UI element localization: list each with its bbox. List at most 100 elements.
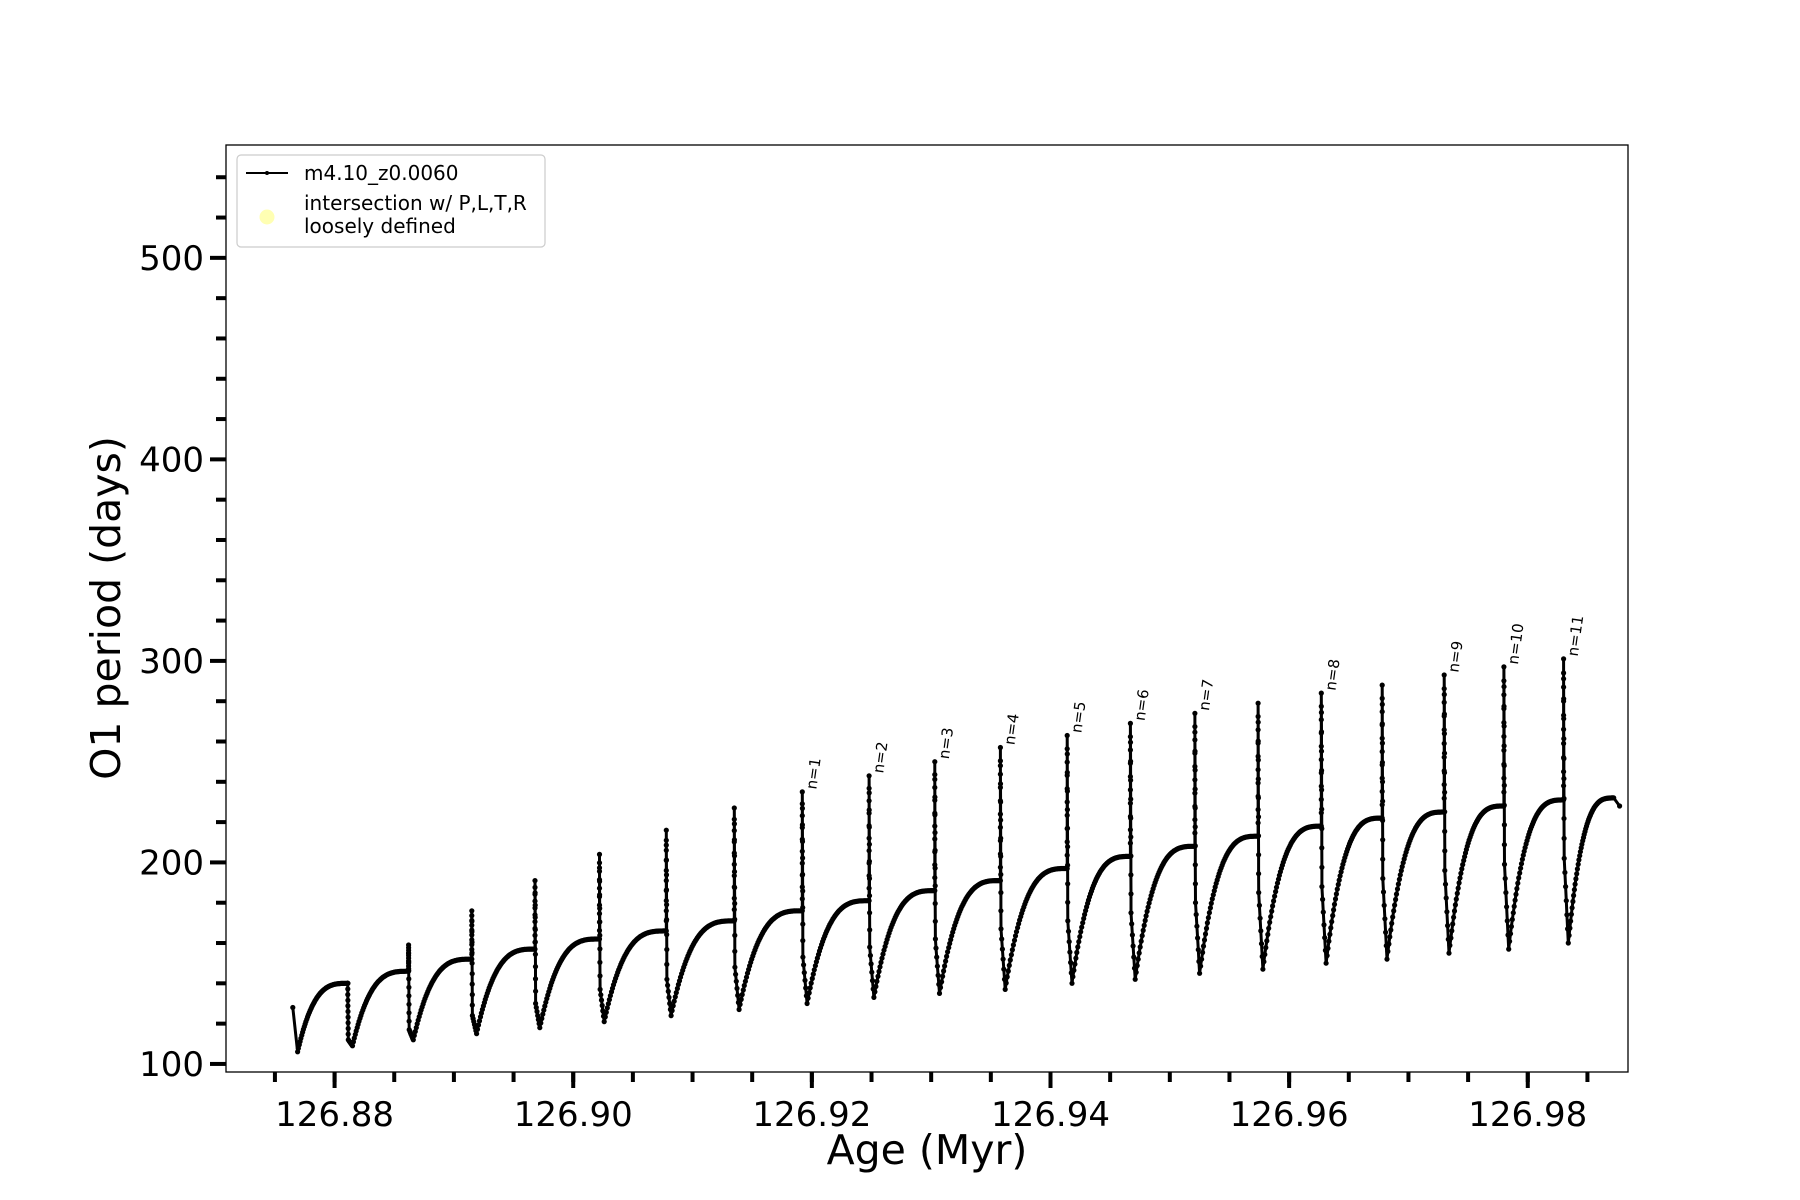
y-tick-label: 200 [139, 843, 204, 883]
data-point [934, 963, 941, 969]
data-point [1075, 944, 1081, 950]
data-point [532, 946, 538, 952]
data-point [469, 929, 475, 935]
data-point [1575, 861, 1581, 867]
data-point [1256, 871, 1262, 877]
data-point [741, 982, 747, 989]
data-point [1561, 835, 1567, 842]
data-point [1515, 880, 1521, 886]
data-point [1192, 843, 1198, 849]
data-point [1332, 896, 1339, 902]
data-point [1385, 948, 1391, 955]
data-point [1192, 710, 1198, 716]
pulse-label: n=8 [1321, 658, 1343, 692]
data-point [941, 968, 947, 974]
data-point [1192, 724, 1198, 730]
data-point [1071, 967, 1077, 973]
data-point [1442, 828, 1448, 835]
data-point [1318, 757, 1324, 763]
data-point [1511, 903, 1517, 910]
data-point [1069, 980, 1075, 986]
data-point [1384, 956, 1390, 962]
data-point [411, 1032, 417, 1039]
data-point [799, 801, 805, 807]
data-point [664, 932, 670, 938]
data-point [1326, 938, 1332, 944]
data-point [1065, 918, 1071, 924]
data-point [866, 824, 872, 830]
data-point [1193, 911, 1199, 918]
data-point [469, 956, 475, 962]
pulse-label: n=3 [935, 726, 957, 760]
data-point [1329, 919, 1335, 925]
data-point [1455, 885, 1461, 891]
data-point [1325, 945, 1331, 951]
data-point [731, 828, 737, 834]
data-point [1265, 931, 1271, 938]
data-point [1501, 747, 1507, 754]
data-point [533, 1004, 539, 1011]
data-point [1064, 852, 1070, 858]
data-point [1322, 935, 1328, 941]
data-point [1398, 868, 1404, 874]
data-point [345, 997, 351, 1003]
data-point [1064, 732, 1070, 739]
data-point [1318, 709, 1324, 716]
data-point [1005, 968, 1011, 974]
data-point [665, 982, 671, 988]
data-point [808, 980, 814, 986]
data-point [866, 848, 872, 854]
data-point [1514, 886, 1520, 892]
data-point [1441, 770, 1448, 776]
data-point [1255, 700, 1261, 706]
data-point [1008, 952, 1015, 958]
data-point [406, 1018, 412, 1024]
data-point [1138, 938, 1144, 944]
data-point [1392, 902, 1398, 908]
data-point [799, 813, 805, 819]
data-point [1519, 856, 1525, 862]
data-point [811, 967, 817, 973]
data-point [932, 883, 938, 889]
data-point [1565, 940, 1571, 946]
data-point [933, 945, 939, 951]
data-point [878, 959, 884, 966]
data-point [1209, 896, 1215, 902]
data-point [1386, 941, 1392, 947]
data-point [998, 853, 1004, 860]
data-point [1393, 896, 1399, 903]
data-point [345, 1025, 351, 1032]
data-point [1379, 788, 1385, 795]
data-point [1507, 931, 1514, 937]
data-point [1570, 898, 1576, 905]
data-point [469, 922, 475, 928]
data-point [290, 1004, 296, 1011]
data-point [733, 971, 739, 977]
data-point [1192, 786, 1198, 792]
data-point [1255, 719, 1261, 725]
data-point [1255, 713, 1261, 720]
y-axis-label: O1 period (days) [82, 436, 130, 780]
data-point [1561, 676, 1567, 682]
data-point [1501, 664, 1507, 670]
data-point [345, 1031, 351, 1037]
data-point [532, 902, 538, 908]
data-point [998, 890, 1004, 896]
data-point [998, 926, 1004, 932]
plot-area: n=1 n=2 n=3 n=4 n=5 n=6 n=7 n=8 n=9 n=10 n=11 [290, 614, 1623, 1055]
data-point [532, 976, 539, 982]
data-point [800, 855, 806, 861]
data-point [1508, 923, 1514, 930]
data-point [1331, 907, 1337, 913]
data-point [1561, 769, 1567, 775]
data-point [1442, 789, 1448, 795]
data-point [1002, 986, 1008, 993]
data-point [1574, 866, 1580, 872]
data-point [810, 971, 816, 977]
data-point [1501, 789, 1507, 795]
data-point [997, 744, 1004, 751]
data-point [1507, 938, 1513, 944]
data-point [1129, 932, 1135, 938]
data-point [1192, 824, 1198, 830]
data-point [1338, 869, 1344, 875]
